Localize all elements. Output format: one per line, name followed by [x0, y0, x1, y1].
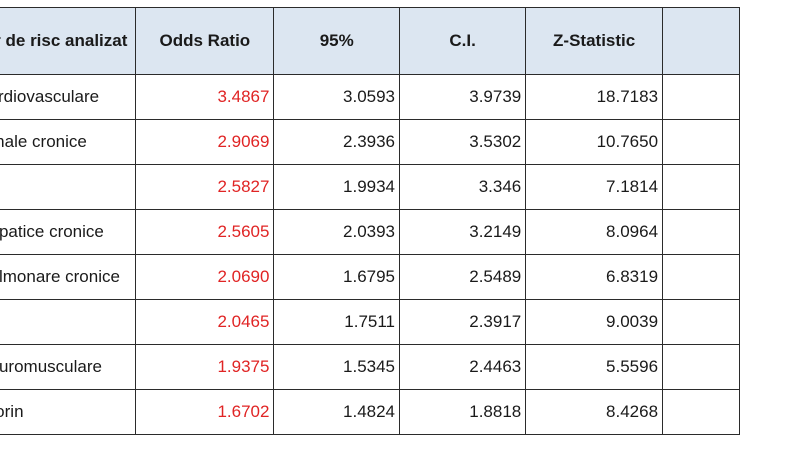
cell-odds-ratio[interactable]: 2.0465	[135, 299, 275, 345]
cell-factor[interactable]	[0, 164, 137, 210]
cell-ci-low[interactable]: 3.0593	[273, 74, 401, 120]
cell-extra[interactable]	[662, 389, 740, 435]
cell-ci-low[interactable]: 1.9934	[273, 164, 401, 210]
table-row: Boli hepatice cronice 2.5605 2.0393 3.21…	[0, 209, 740, 255]
table-row: 2.0465 1.7511 2.3917 9.0039	[0, 299, 740, 345]
cell-factor[interactable]: Boli hepatice cronice	[0, 209, 137, 255]
cell-ci-high[interactable]: 2.4463	[399, 344, 527, 390]
cell-odds-ratio[interactable]: 1.9375	[135, 344, 275, 390]
header-odds-ratio[interactable]: Odds Ratio	[135, 7, 275, 75]
cell-ci-high[interactable]: 3.5302	[399, 119, 527, 165]
cell-ci-low[interactable]: 2.3936	[273, 119, 401, 165]
cell-extra[interactable]	[662, 299, 740, 345]
cell-extra[interactable]	[662, 344, 740, 390]
table-row: Fumatorin 1.6702 1.4824 1.8818 8.4268	[0, 389, 740, 435]
cell-factor[interactable]: Boli pulmonare cronice	[0, 254, 137, 300]
cell-odds-ratio[interactable]: 1.6702	[135, 389, 275, 435]
header-z-statistic[interactable]: Z-Statistic	[525, 7, 664, 75]
cell-extra[interactable]	[662, 164, 740, 210]
cell-odds-ratio[interactable]: 2.9069	[135, 119, 275, 165]
cell-ci-low[interactable]: 1.7511	[273, 299, 401, 345]
cell-ci-high[interactable]: 1.8818	[399, 389, 527, 435]
cell-z-statistic[interactable]: 10.7650	[525, 119, 664, 165]
header-ci[interactable]: C.I.	[399, 7, 527, 75]
header-risk-factor[interactable]: Factor de risc analizat	[0, 7, 137, 75]
cell-ci-high[interactable]: 3.2149	[399, 209, 527, 255]
cell-z-statistic[interactable]: 8.0964	[525, 209, 664, 255]
cell-ci-low[interactable]: 1.6795	[273, 254, 401, 300]
cell-z-statistic[interactable]: 7.1814	[525, 164, 664, 210]
cell-ci-high[interactable]: 3.9739	[399, 74, 527, 120]
cell-z-statistic[interactable]: 9.0039	[525, 299, 664, 345]
cell-ci-low[interactable]: 1.4824	[273, 389, 401, 435]
table-row: Boli pulmonare cronice 2.0690 1.6795 2.5…	[0, 254, 740, 300]
cell-factor[interactable]: Boli cardiovasculare	[0, 74, 137, 120]
cell-factor[interactable]: Boli neuromusculare	[0, 344, 137, 390]
table-row: 2.5827 1.9934 3.346 7.1814	[0, 164, 740, 210]
header-ci-95[interactable]: 95%	[273, 7, 401, 75]
cell-odds-ratio[interactable]: 3.4867	[135, 74, 275, 120]
cell-extra[interactable]	[662, 119, 740, 165]
odds-ratio-table: Factor de risc analizat Odds Ratio 95% C…	[0, 7, 740, 435]
cell-ci-high[interactable]: 2.5489	[399, 254, 527, 300]
table-row: Boli cardiovasculare 3.4867 3.0593 3.973…	[0, 74, 740, 120]
cell-odds-ratio[interactable]: 2.5827	[135, 164, 275, 210]
cell-factor[interactable]: Boli renale cronice	[0, 119, 137, 165]
cell-extra[interactable]	[662, 254, 740, 300]
cell-odds-ratio[interactable]: 2.0690	[135, 254, 275, 300]
header-row: Factor de risc analizat Odds Ratio 95% C…	[0, 7, 740, 75]
cell-ci-low[interactable]: 1.5345	[273, 344, 401, 390]
cell-z-statistic[interactable]: 18.7183	[525, 74, 664, 120]
cell-extra[interactable]	[662, 209, 740, 255]
cell-factor[interactable]	[0, 299, 137, 345]
cell-ci-high[interactable]: 2.3917	[399, 299, 527, 345]
cell-ci-high[interactable]: 3.346	[399, 164, 527, 210]
table-row: Boli renale cronice 2.9069 2.3936 3.5302…	[0, 119, 740, 165]
header-extra[interactable]	[662, 7, 740, 75]
cell-z-statistic[interactable]: 5.5596	[525, 344, 664, 390]
cell-z-statistic[interactable]: 8.4268	[525, 389, 664, 435]
cell-ci-low[interactable]: 2.0393	[273, 209, 401, 255]
cell-odds-ratio[interactable]: 2.5605	[135, 209, 275, 255]
cell-extra[interactable]	[662, 74, 740, 120]
cell-factor[interactable]: Fumatorin	[0, 389, 137, 435]
cell-z-statistic[interactable]: 6.8319	[525, 254, 664, 300]
table-row: Boli neuromusculare 1.9375 1.5345 2.4463…	[0, 344, 740, 390]
